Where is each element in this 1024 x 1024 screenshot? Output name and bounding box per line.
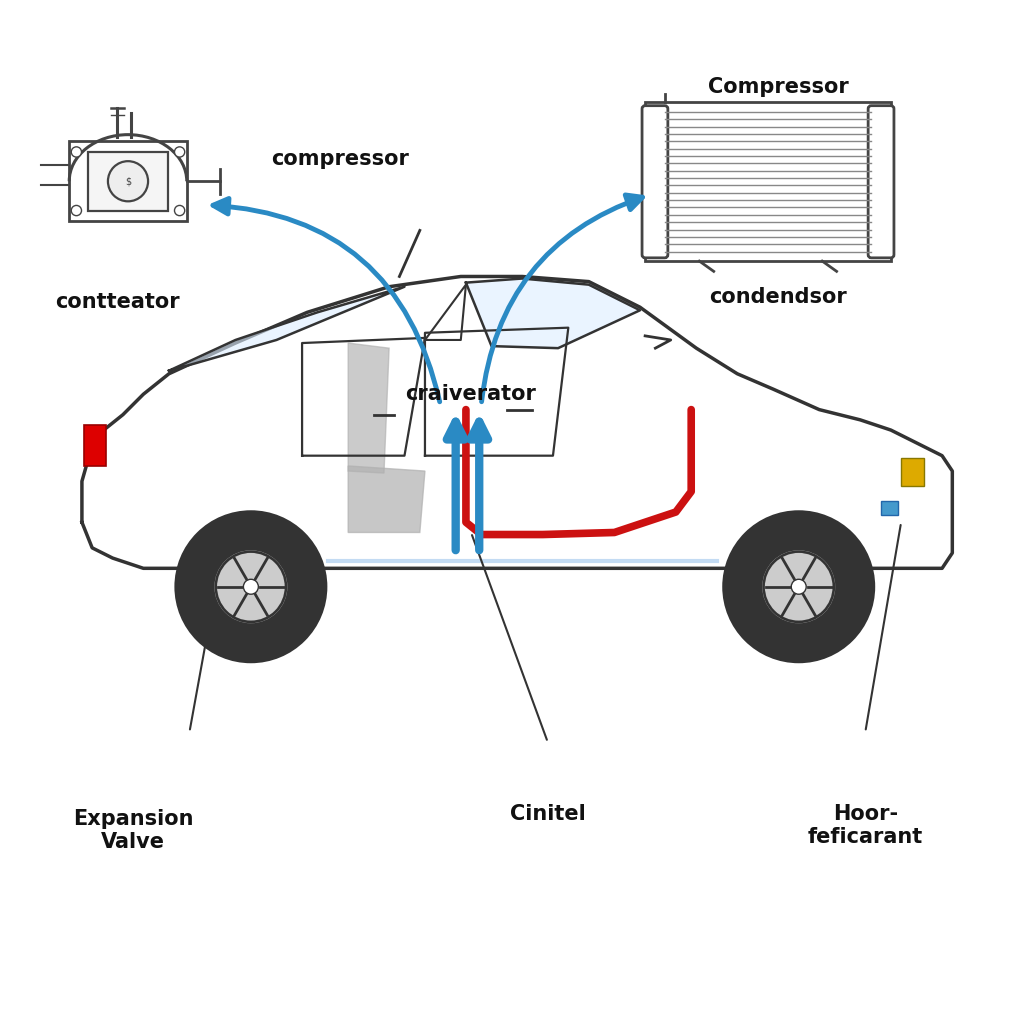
FancyBboxPatch shape <box>868 105 894 258</box>
Text: compressor: compressor <box>271 148 410 169</box>
Polygon shape <box>348 343 389 473</box>
Text: condendsor: condendsor <box>710 287 847 307</box>
Bar <box>881 501 898 515</box>
Text: Hoor-
feficarant: Hoor- feficarant <box>808 804 923 847</box>
Bar <box>70 141 186 221</box>
Text: Cinitel: Cinitel <box>510 804 586 824</box>
Text: Expansion
Valve: Expansion Valve <box>73 809 194 852</box>
Circle shape <box>72 146 82 157</box>
FancyBboxPatch shape <box>642 105 668 258</box>
Text: craiverator: craiverator <box>406 384 537 404</box>
Circle shape <box>72 206 82 216</box>
Bar <box>645 102 891 261</box>
Circle shape <box>216 552 286 622</box>
Bar <box>84 425 106 466</box>
Circle shape <box>174 206 184 216</box>
Polygon shape <box>466 279 640 348</box>
Circle shape <box>724 512 873 662</box>
Text: contteator: contteator <box>55 292 180 312</box>
Polygon shape <box>348 466 425 532</box>
Polygon shape <box>82 276 952 568</box>
Bar <box>901 458 924 486</box>
Circle shape <box>176 512 326 662</box>
Circle shape <box>764 552 834 622</box>
Circle shape <box>244 580 258 594</box>
Circle shape <box>792 580 806 594</box>
Text: $: $ <box>125 176 131 186</box>
Circle shape <box>108 161 148 202</box>
Bar <box>88 152 168 211</box>
Polygon shape <box>169 287 404 371</box>
Text: Compressor: Compressor <box>708 77 849 97</box>
Circle shape <box>174 146 184 157</box>
